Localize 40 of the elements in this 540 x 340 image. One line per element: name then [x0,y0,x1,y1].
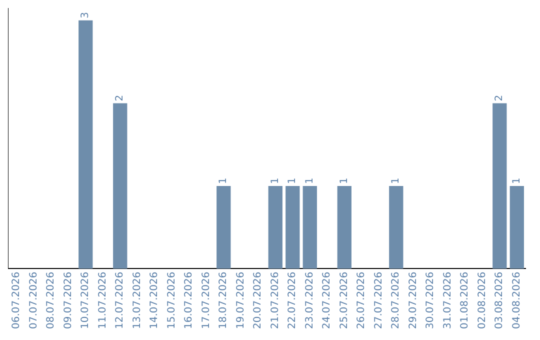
x-tick-label: 12.07.2026 [114,272,126,330]
x-tick-label: 04.08.2026 [511,272,522,330]
x-tick-label: 25.07.2026 [338,272,350,330]
x-tick-label: 13.07.2026 [132,272,143,330]
x-tick-label: 19.07.2026 [235,272,246,330]
x-tick-label: 06.07.2026 [11,272,22,330]
x-tick-label: 20.07.2026 [252,272,264,330]
x-tick-label: 03.08.2026 [494,272,506,330]
x-tick-label: 26.07.2026 [356,272,368,330]
x-tick-label: 01.08.2026 [460,272,471,330]
x-tick-label: 21.07.2026 [270,272,281,330]
x-tick-label: 07.07.2026 [28,272,40,330]
x-tick-label: 11.07.2026 [97,272,108,330]
data-label: 1 [304,178,316,184]
data-label: 2 [114,94,126,102]
x-tick-label: 09.07.2026 [62,272,74,330]
x-tick-label: 18.07.2026 [218,272,230,330]
x-tick-label: 02.08.2026 [476,272,488,330]
data-label: 3 [80,12,92,18]
x-tick-label: 14.07.2026 [149,272,160,330]
x-tick-label: 15.07.2026 [166,272,178,330]
data-label: 1 [511,178,522,184]
data-label: 1 [287,178,298,184]
x-tick-label: 16.07.2026 [184,272,195,330]
data-label: 1 [338,178,350,184]
data-label: 1 [390,178,402,184]
data-label: 1 [218,178,230,184]
x-tick-label: 23.07.2026 [304,272,316,330]
x-tick-label: 28.07.2026 [390,272,402,330]
x-tick-label: 17.07.2026 [200,272,212,330]
x-tick-label: 31.07.2026 [442,272,454,330]
x-tick-label: 08.07.2026 [46,272,57,330]
data-label: 1 [270,178,281,184]
x-tick-label: 27.07.2026 [373,272,384,330]
x-tick-label: 22.07.2026 [287,272,298,330]
data-label: 2 [494,94,506,102]
x-tick-label: 29.07.2026 [408,272,419,330]
x-tick-label: 24.07.2026 [322,272,333,330]
x-tick-label: 30.07.2026 [425,272,436,330]
x-tick-label: 10.07.2026 [80,272,92,330]
